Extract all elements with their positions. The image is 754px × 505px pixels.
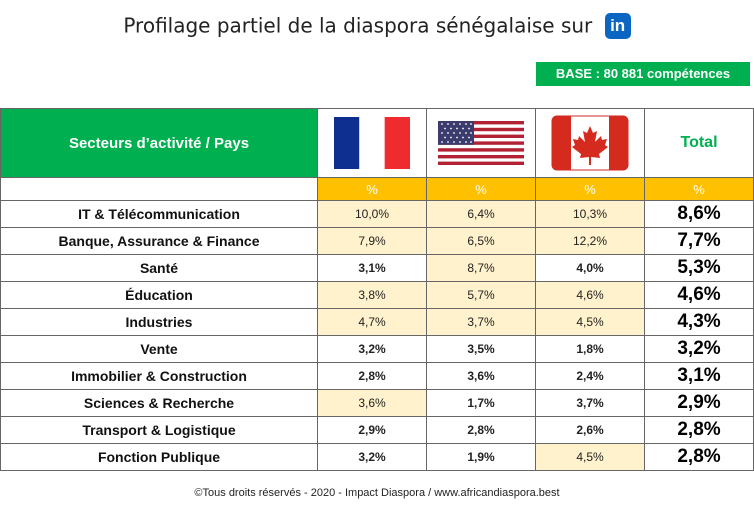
pct-blank-cell <box>0 177 318 201</box>
table-row: Vente 3,2% 3,5% 1,8% 3,2% <box>0 335 754 363</box>
usa-value: 6,5% <box>426 227 536 255</box>
usa-value: 2,8% <box>426 416 536 444</box>
base-badge: BASE : 80 881 compétences <box>536 62 750 86</box>
canada-value: 1,8% <box>535 335 645 363</box>
sector-header: Secteurs d’activité / Pays <box>0 108 318 178</box>
sector-name: Transport & Logistique <box>0 416 318 444</box>
total-value: 8,6% <box>644 200 754 228</box>
table-row: IT & Télécommunication 10,0% 6,4% 10,3% … <box>0 200 754 228</box>
canada-value: 3,7% <box>535 389 645 417</box>
usa-value: 1,9% <box>426 443 536 471</box>
table-row: Industries 4,7% 3,7% 4,5% 4,3% <box>0 308 754 336</box>
sector-name: Fonction Publique <box>0 443 318 471</box>
total-value: 4,6% <box>644 281 754 309</box>
canada-value: 4,5% <box>535 443 645 471</box>
total-value: 3,1% <box>644 362 754 390</box>
table-row: Transport & Logistique 2,9% 2,8% 2,6% 2,… <box>0 416 754 444</box>
sector-name: Banque, Assurance & Finance <box>0 227 318 255</box>
total-value: 2,8% <box>644 443 754 471</box>
france-header <box>317 108 427 178</box>
pct-canada: % <box>535 177 645 201</box>
france-value: 3,2% <box>317 443 427 471</box>
usa-value: 3,5% <box>426 335 536 363</box>
canada-value: 2,4% <box>535 362 645 390</box>
france-value: 7,9% <box>317 227 427 255</box>
canada-value: 12,2% <box>535 227 645 255</box>
sector-name: Industries <box>0 308 318 336</box>
table-row: Éducation 3,8% 5,7% 4,6% 4,6% <box>0 281 754 309</box>
pct-france: % <box>317 177 427 201</box>
sector-name: Santé <box>0 254 318 282</box>
sector-name: Vente <box>0 335 318 363</box>
france-value: 3,1% <box>317 254 427 282</box>
canada-header <box>535 108 645 178</box>
table-row: Immobilier & Construction 2,8% 3,6% 2,4%… <box>0 362 754 390</box>
france-value: 2,8% <box>317 362 427 390</box>
canada-value: 4,0% <box>535 254 645 282</box>
sector-name: Éducation <box>0 281 318 309</box>
usa-value: 1,7% <box>426 389 536 417</box>
canada-value: 4,6% <box>535 281 645 309</box>
total-value: 2,8% <box>644 416 754 444</box>
total-value: 7,7% <box>644 227 754 255</box>
usa-flag-icon <box>438 121 524 165</box>
copyright-footer: ©Tous droits réservés - 2020 - Impact Di… <box>194 487 560 499</box>
pct-total: % <box>644 177 754 201</box>
canada-value: 4,5% <box>535 308 645 336</box>
title-text: Profilage partiel de la diaspora sénégal… <box>123 13 593 38</box>
canada-value: 10,3% <box>535 200 645 228</box>
france-value: 3,2% <box>317 335 427 363</box>
total-value: 5,3% <box>644 254 754 282</box>
france-value: 4,7% <box>317 308 427 336</box>
usa-value: 8,7% <box>426 254 536 282</box>
page-title: Profilage partiel de la diaspora sénégal… <box>0 12 754 39</box>
linkedin-icon: in <box>604 12 631 39</box>
total-value: 4,3% <box>644 308 754 336</box>
canada-value: 2,6% <box>535 416 645 444</box>
table-row: Banque, Assurance & Finance 7,9% 6,5% 12… <box>0 227 754 255</box>
usa-value: 5,7% <box>426 281 536 309</box>
pct-usa: % <box>426 177 536 201</box>
table-row: Fonction Publique 3,2% 1,9% 4,5% 2,8% <box>0 443 754 471</box>
sector-name: IT & Télécommunication <box>0 200 318 228</box>
france-value: 10,0% <box>317 200 427 228</box>
usa-value: 3,6% <box>426 362 536 390</box>
total-value: 2,9% <box>644 389 754 417</box>
sector-name: Sciences & Recherche <box>0 389 318 417</box>
canada-flag-icon <box>551 115 629 171</box>
usa-value: 6,4% <box>426 200 536 228</box>
data-table: Secteurs d’activité / Pays <box>0 108 754 471</box>
france-value: 2,9% <box>317 416 427 444</box>
total-value: 3,2% <box>644 335 754 363</box>
france-flag-icon <box>334 117 410 169</box>
sector-name: Immobilier & Construction <box>0 362 318 390</box>
france-value: 3,8% <box>317 281 427 309</box>
usa-header <box>426 108 536 178</box>
table-row: Sciences & Recherche 3,6% 1,7% 3,7% 2,9% <box>0 389 754 417</box>
total-header: Total <box>644 108 754 178</box>
usa-value: 3,7% <box>426 308 536 336</box>
france-value: 3,6% <box>317 389 427 417</box>
table-row: Santé 3,1% 8,7% 4,0% 5,3% <box>0 254 754 282</box>
